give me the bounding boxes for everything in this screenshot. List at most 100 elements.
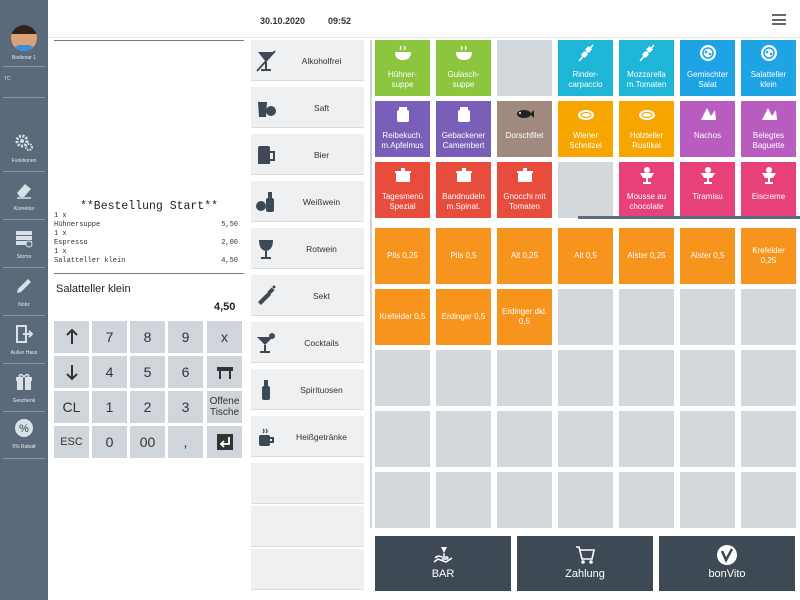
drink-tile[interactable]: Alster 0,5 <box>680 228 735 284</box>
category-rotwein[interactable]: Rotwein <box>251 228 364 269</box>
product-tile[interactable]: Gnocchi mit Tomaten <box>497 162 552 218</box>
empty-tile[interactable] <box>436 411 491 467</box>
key-3[interactable]: 3 <box>168 391 203 423</box>
empty-tile[interactable] <box>619 411 674 467</box>
empty-tile[interactable] <box>741 472 796 528</box>
category-empty[interactable] <box>251 506 364 547</box>
empty-tile[interactable] <box>680 411 735 467</box>
empty-tile[interactable] <box>619 350 674 406</box>
bonvito-button[interactable]: bonVito <box>659 536 795 591</box>
drink-tile[interactable]: Krefelder 0,25 <box>741 228 796 284</box>
category-saft[interactable]: Saft <box>251 87 364 128</box>
sidebar-item-funktionen[interactable]: Funktionen <box>0 128 48 172</box>
key-2[interactable]: 2 <box>130 391 165 423</box>
empty-tile[interactable] <box>619 472 674 528</box>
product-tile[interactable]: Wiener Schnitzel <box>558 101 613 157</box>
empty-tile[interactable] <box>558 411 613 467</box>
open-tables-key[interactable]: Offene Tische <box>207 391 242 423</box>
product-tile[interactable]: Nachos <box>680 101 735 157</box>
product-tile[interactable]: Tiramisu <box>680 162 735 218</box>
category-alkoholfrei[interactable]: Alkoholfrei <box>251 40 364 81</box>
key-1[interactable]: 1 <box>92 391 127 423</box>
drink-tile[interactable]: Alt 0,25 <box>497 228 552 284</box>
empty-tile[interactable] <box>680 350 735 406</box>
enter-key[interactable] <box>207 426 242 458</box>
empty-tile[interactable] <box>619 289 674 345</box>
empty-tile[interactable] <box>558 289 613 345</box>
key-x[interactable]: x <box>207 321 242 353</box>
key-00[interactable]: 00 <box>130 426 165 458</box>
sidebar-item-rabatt[interactable]: % 5% Rabatt <box>0 414 48 458</box>
product-tile[interactable]: Reibekuch. m.Apfelmus <box>375 101 430 157</box>
avatar[interactable] <box>11 25 37 51</box>
drink-tile[interactable]: Erdinger 0,5 <box>436 289 491 345</box>
key-esc[interactable]: ESC <box>54 426 89 458</box>
empty-tile[interactable] <box>497 411 552 467</box>
hamburger-menu-icon[interactable] <box>772 14 786 25</box>
key-cl[interactable]: CL <box>54 391 89 423</box>
empty-tile[interactable] <box>741 411 796 467</box>
key-5[interactable]: 5 <box>130 356 165 388</box>
category-weisswein[interactable]: Weißwein <box>251 181 364 222</box>
arrow-up-key[interactable] <box>54 321 89 353</box>
product-tile[interactable]: Dorschfilet <box>497 101 552 157</box>
category-spirituosen[interactable]: Spirituosen <box>251 369 364 410</box>
category-heissgetraenke[interactable]: Heißgetränke <box>251 416 364 457</box>
key-0[interactable]: 0 <box>92 426 127 458</box>
empty-tile[interactable] <box>436 472 491 528</box>
empty-tile[interactable] <box>680 289 735 345</box>
drink-tile[interactable]: Pils 0,5 <box>436 228 491 284</box>
category-empty[interactable] <box>251 549 364 590</box>
empty-tile[interactable] <box>375 411 430 467</box>
arrow-down-key[interactable] <box>54 356 89 388</box>
product-tile[interactable]: Hühner- suppe <box>375 40 430 96</box>
empty-tile[interactable] <box>497 472 552 528</box>
drink-tile[interactable]: Alt 0,5 <box>558 228 613 284</box>
empty-tile[interactable] <box>436 350 491 406</box>
key-7[interactable]: 7 <box>92 321 127 353</box>
key-4[interactable]: 4 <box>92 356 127 388</box>
category-empty[interactable] <box>251 463 364 504</box>
empty-tile[interactable] <box>558 350 613 406</box>
table-key[interactable] <box>207 356 242 388</box>
sidebar-item-geschenk[interactable]: Geschenk <box>0 368 48 412</box>
zahlung-button[interactable]: Zahlung <box>517 536 653 591</box>
product-tile[interactable]: Rinder- carpaccio <box>558 40 613 96</box>
category-bier[interactable]: Bier <box>251 134 364 175</box>
drink-tile[interactable]: Pils 0,25 <box>375 228 430 284</box>
product-tile[interactable]: Mousse au chocolate <box>619 162 674 218</box>
product-tile[interactable]: Salatteller klein <box>741 40 796 96</box>
key-8[interactable]: 8 <box>130 321 165 353</box>
category-sekt[interactable]: Sekt <box>251 275 364 316</box>
empty-tile[interactable] <box>375 472 430 528</box>
key-6[interactable]: 6 <box>168 356 203 388</box>
empty-tile[interactable] <box>741 289 796 345</box>
drink-tile[interactable]: Erdinger dkl. 0,5 <box>497 289 552 345</box>
product-tile[interactable]: Gemischter Salat <box>680 40 735 96</box>
product-tile[interactable]: Gebackener Camembert <box>436 101 491 157</box>
drink-tile[interactable]: Krefelder 0,5 <box>375 289 430 345</box>
product-tile[interactable]: Tagesmenü Spezial <box>375 162 430 218</box>
empty-tile[interactable] <box>497 40 552 96</box>
product-tile[interactable]: Holzteller Rustikal <box>619 101 674 157</box>
sidebar-item-storno[interactable]: Storno <box>0 224 48 268</box>
product-tile[interactable]: Eiscreme <box>741 162 796 218</box>
key-comma[interactable]: , <box>168 426 203 458</box>
sidebar-item-korrektur[interactable]: Korrektur <box>0 176 48 220</box>
empty-tile[interactable] <box>558 472 613 528</box>
bar-button[interactable]: BAR <box>375 536 511 591</box>
product-tile[interactable]: Mozzarella m.Tomaten <box>619 40 674 96</box>
sidebar-item-notiz[interactable]: Notiz <box>0 272 48 316</box>
product-tile[interactable]: Gulasch- suppe <box>436 40 491 96</box>
empty-tile[interactable] <box>375 350 430 406</box>
empty-tile[interactable] <box>680 472 735 528</box>
empty-tile[interactable] <box>497 350 552 406</box>
sidebar-item-ausser-haus[interactable]: Außer Haus <box>0 320 48 364</box>
product-tile[interactable]: Bandnudeln m.Spinat. <box>436 162 491 218</box>
drink-tile[interactable]: Alster 0,25 <box>619 228 674 284</box>
empty-tile[interactable] <box>558 162 613 218</box>
category-cocktails[interactable]: Cocktails <box>251 322 364 363</box>
key-9[interactable]: 9 <box>168 321 203 353</box>
product-tile[interactable]: Belegtes Baguette <box>741 101 796 157</box>
empty-tile[interactable] <box>741 350 796 406</box>
